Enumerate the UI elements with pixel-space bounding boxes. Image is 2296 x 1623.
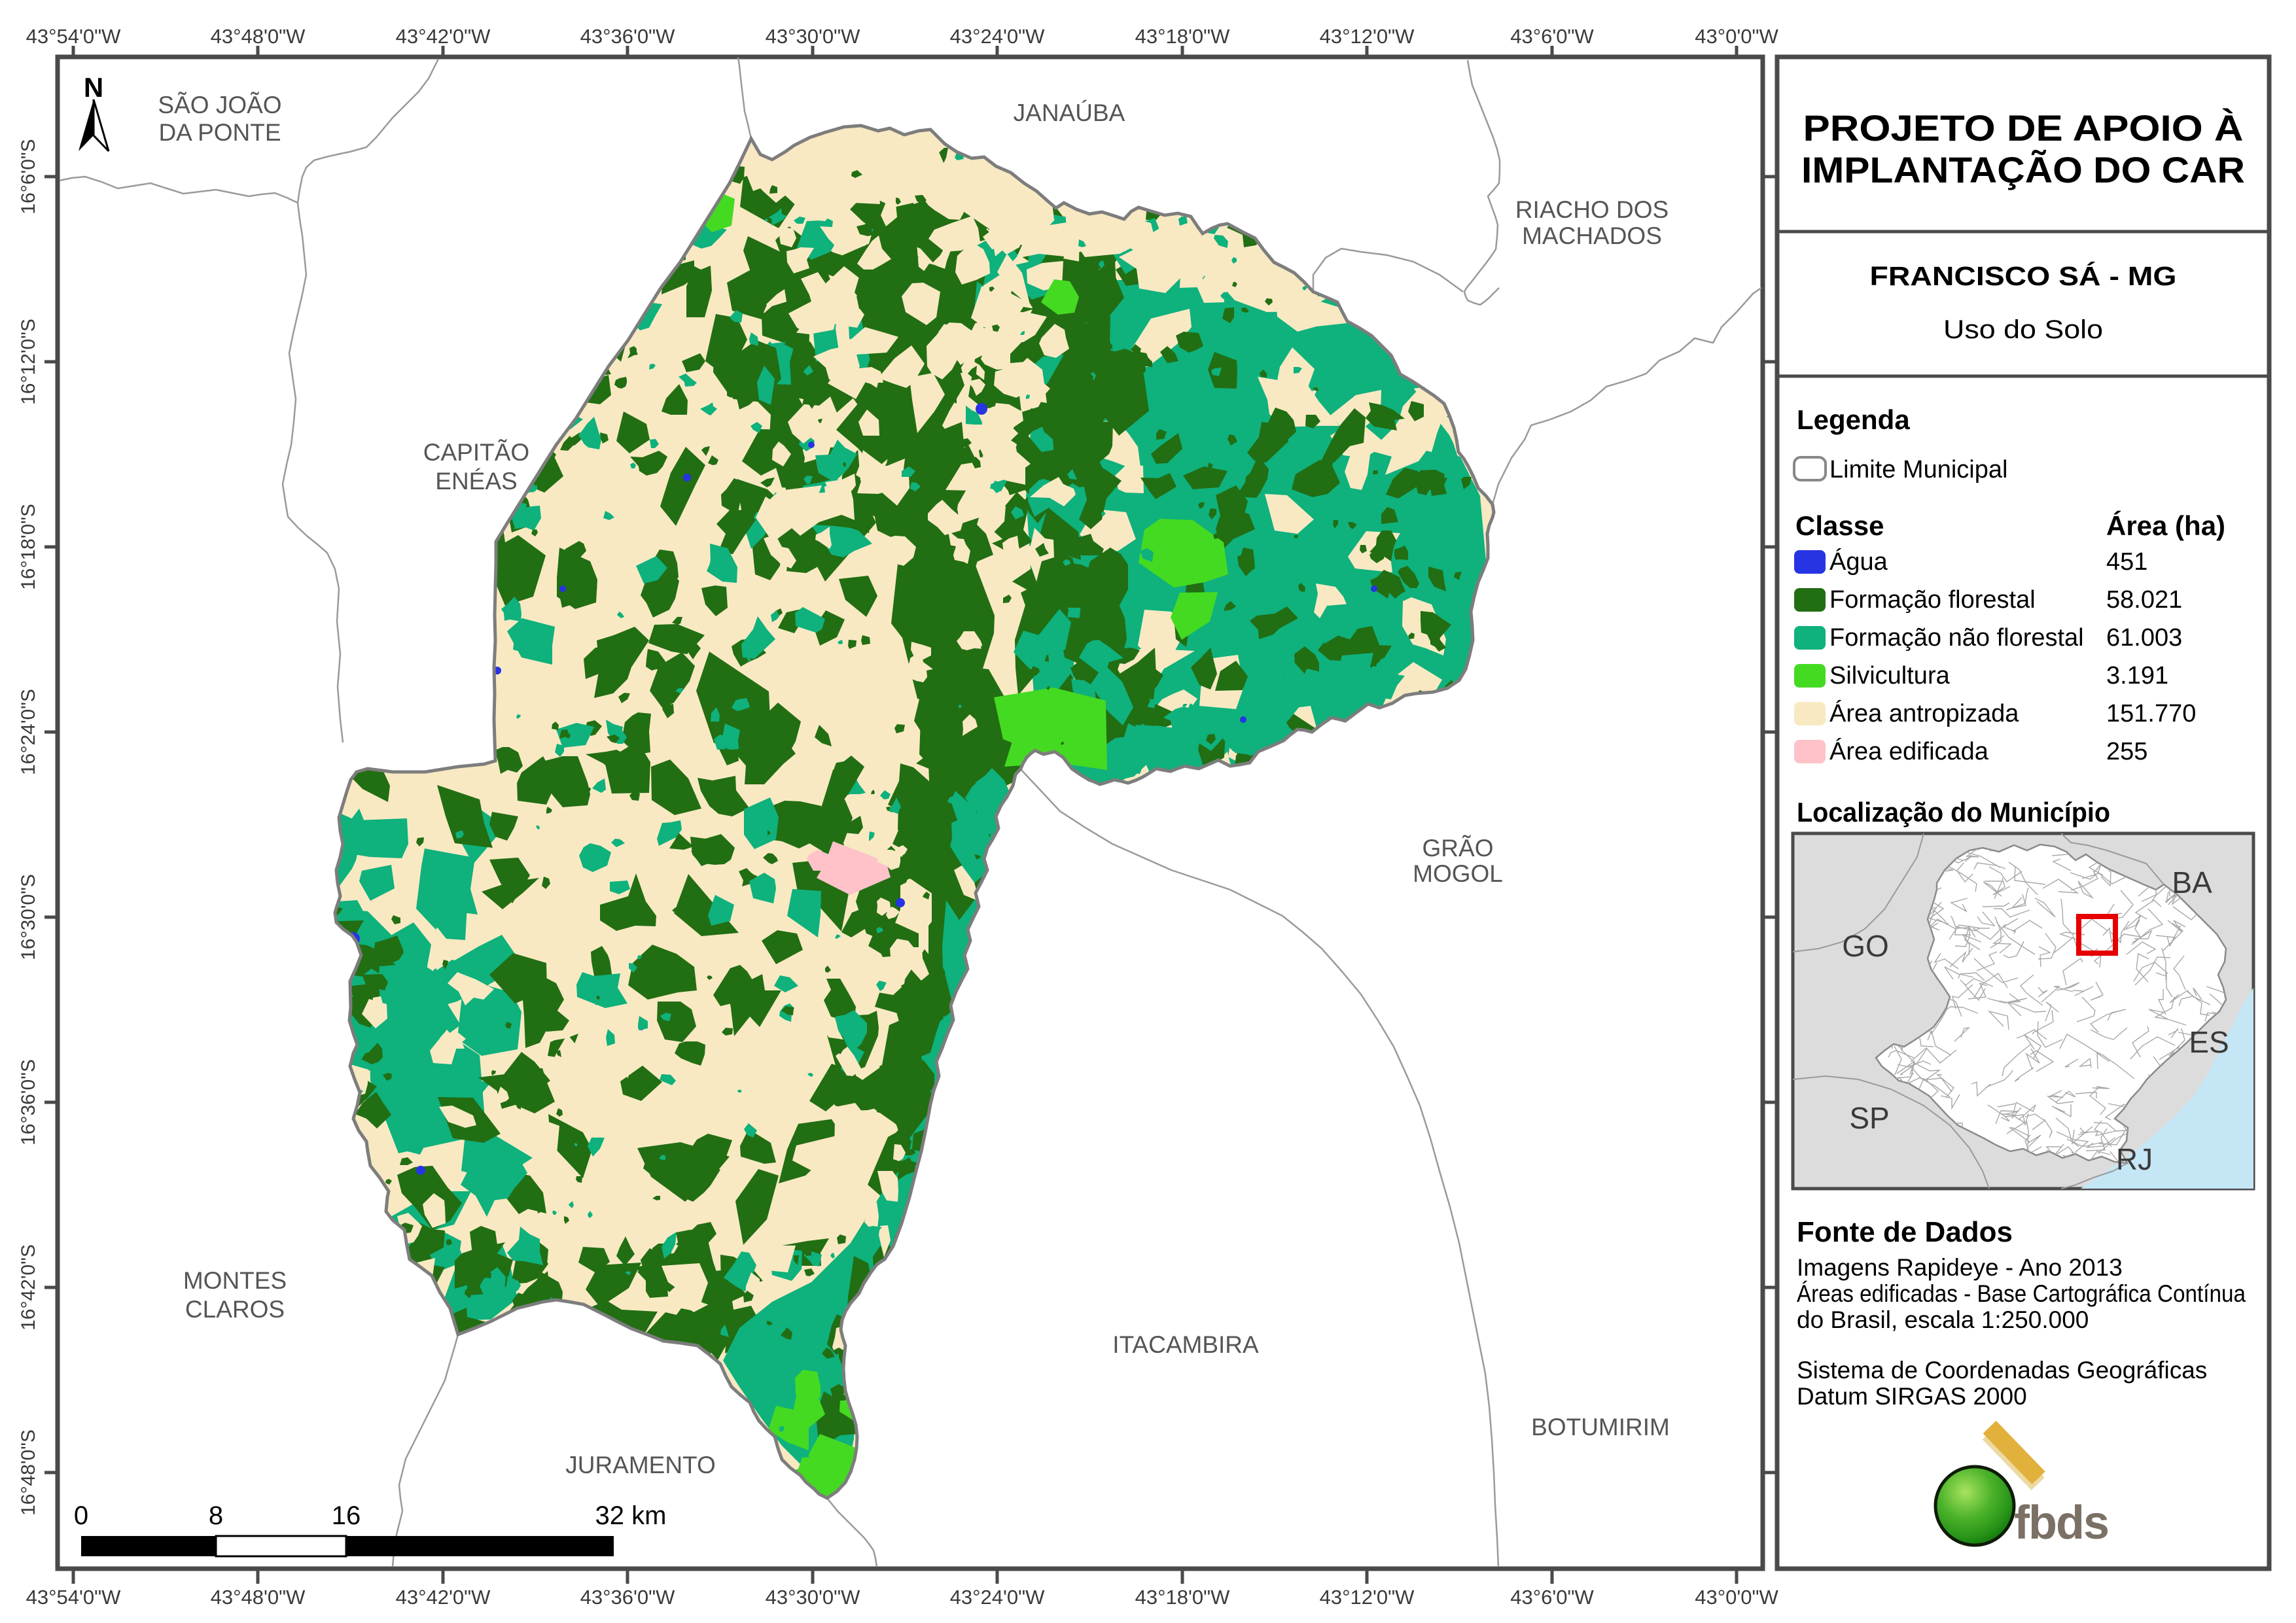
svg-text:SÃO JOÃO: SÃO JOÃO xyxy=(158,92,281,118)
svg-text:43°0'0"W: 43°0'0"W xyxy=(1695,1586,1778,1609)
svg-text:151.770: 151.770 xyxy=(2106,700,2196,727)
svg-text:PROJETO DE APOIO À: PROJETO DE APOIO À xyxy=(1803,107,2244,148)
svg-text:Uso do Solo: Uso do Solo xyxy=(1943,315,2103,344)
svg-text:MACHADOS: MACHADOS xyxy=(1522,222,1662,249)
svg-text:43°24'0"W: 43°24'0"W xyxy=(950,1586,1046,1609)
svg-text:Datum SIRGAS 2000: Datum SIRGAS 2000 xyxy=(1797,1383,2027,1410)
svg-text:BA: BA xyxy=(2172,865,2212,899)
svg-text:43°42'0"W: 43°42'0"W xyxy=(396,1586,491,1609)
svg-text:43°54'0"W: 43°54'0"W xyxy=(26,1586,122,1609)
svg-text:58.021: 58.021 xyxy=(2106,586,2182,614)
svg-text:fbds: fbds xyxy=(2014,1497,2108,1549)
svg-text:Área antropizada: Área antropizada xyxy=(1829,699,2019,727)
svg-text:FRANCISCO SÁ - MG: FRANCISCO SÁ - MG xyxy=(1870,261,2177,291)
svg-text:16: 16 xyxy=(332,1501,361,1530)
svg-text:43°36'0"W: 43°36'0"W xyxy=(580,25,676,48)
svg-text:16°12'0"S: 16°12'0"S xyxy=(18,319,39,405)
svg-text:43°30'0"W: 43°30'0"W xyxy=(766,25,861,48)
svg-text:CLAROS: CLAROS xyxy=(185,1296,285,1323)
svg-text:MOGOL: MOGOL xyxy=(1413,860,1503,887)
svg-text:43°36'0"W: 43°36'0"W xyxy=(580,1586,676,1609)
svg-text:16°18'0"S: 16°18'0"S xyxy=(18,504,39,590)
svg-text:Fonte de Dados: Fonte de Dados xyxy=(1797,1216,2013,1248)
svg-text:0: 0 xyxy=(74,1501,88,1530)
svg-text:Área edificada: Área edificada xyxy=(1829,737,1989,765)
svg-text:Limite Municipal: Limite Municipal xyxy=(1829,456,2007,483)
svg-text:43°54'0"W: 43°54'0"W xyxy=(26,25,122,48)
svg-text:Classe: Classe xyxy=(1795,510,1884,541)
svg-text:43°6'0"W: 43°6'0"W xyxy=(1510,1586,1594,1609)
svg-text:DA PONTE: DA PONTE xyxy=(158,119,281,146)
svg-text:Áreas edificadas - Base Cartog: Áreas edificadas - Base Cartográfica Con… xyxy=(1797,1280,2246,1307)
svg-text:Água: Água xyxy=(1829,548,1888,576)
svg-text:32 km: 32 km xyxy=(595,1501,667,1530)
svg-text:SP: SP xyxy=(1849,1101,1889,1135)
svg-text:451: 451 xyxy=(2106,548,2147,576)
svg-text:43°18'0"W: 43°18'0"W xyxy=(1135,25,1231,48)
svg-text:16°36'0"S: 16°36'0"S xyxy=(18,1059,39,1145)
svg-text:N: N xyxy=(84,72,103,103)
svg-text:IMPLANTAÇÃO DO CAR: IMPLANTAÇÃO DO CAR xyxy=(1801,149,2245,190)
svg-text:61.003: 61.003 xyxy=(2106,624,2182,652)
svg-text:16°24'0"S: 16°24'0"S xyxy=(18,689,39,775)
svg-text:43°12'0"W: 43°12'0"W xyxy=(1320,25,1415,48)
svg-text:Formação não florestal: Formação não florestal xyxy=(1829,624,2084,652)
svg-text:BOTUMIRIM: BOTUMIRIM xyxy=(1531,1414,1670,1440)
svg-text:16°42'0"S: 16°42'0"S xyxy=(18,1244,39,1331)
svg-text:RJ: RJ xyxy=(2116,1142,2153,1176)
svg-text:JANAÚBA: JANAÚBA xyxy=(1014,99,1125,126)
svg-text:GRÃO: GRÃO xyxy=(1422,835,1494,862)
svg-text:43°42'0"W: 43°42'0"W xyxy=(396,25,491,48)
svg-text:Localização do Município: Localização do Município xyxy=(1797,797,2110,828)
svg-text:43°18'0"W: 43°18'0"W xyxy=(1135,1586,1231,1609)
svg-text:Silvicultura: Silvicultura xyxy=(1829,662,1951,689)
svg-text:16°48'0"S: 16°48'0"S xyxy=(18,1429,39,1516)
svg-text:43°12'0"W: 43°12'0"W xyxy=(1320,1586,1415,1609)
svg-text:43°48'0"W: 43°48'0"W xyxy=(211,25,306,48)
svg-text:43°30'0"W: 43°30'0"W xyxy=(766,1586,861,1609)
svg-text:8: 8 xyxy=(209,1501,223,1530)
svg-text:RIACHO DOS: RIACHO DOS xyxy=(1515,196,1669,223)
svg-text:16°6'0"S: 16°6'0"S xyxy=(18,139,39,214)
svg-text:ES: ES xyxy=(2189,1025,2229,1059)
svg-text:16°30'0"S: 16°30'0"S xyxy=(18,874,39,960)
svg-text:Legenda: Legenda xyxy=(1797,404,1910,435)
svg-text:43°6'0"W: 43°6'0"W xyxy=(1510,25,1594,48)
svg-text:CAPITÃO: CAPITÃO xyxy=(423,439,529,466)
svg-text:ENÉAS: ENÉAS xyxy=(435,468,517,495)
svg-text:43°0'0"W: 43°0'0"W xyxy=(1695,25,1778,48)
svg-text:43°48'0"W: 43°48'0"W xyxy=(211,1586,306,1609)
svg-text:do Brasil, escala 1:250.000: do Brasil, escala 1:250.000 xyxy=(1797,1306,2089,1333)
svg-text:Sistema de Coordenadas Geográf: Sistema de Coordenadas Geográficas xyxy=(1797,1357,2207,1384)
svg-text:GO: GO xyxy=(1842,929,1889,963)
svg-text:Área (ha): Área (ha) xyxy=(2106,510,2225,541)
svg-text:JURAMENTO: JURAMENTO xyxy=(565,1452,716,1478)
svg-text:3.191: 3.191 xyxy=(2106,662,2168,689)
svg-text:MONTES: MONTES xyxy=(183,1267,287,1294)
svg-text:255: 255 xyxy=(2106,738,2147,765)
svg-text:43°24'0"W: 43°24'0"W xyxy=(950,25,1046,48)
svg-text:ITACAMBIRA: ITACAMBIRA xyxy=(1112,1331,1259,1358)
svg-text:Formação florestal: Formação florestal xyxy=(1829,586,2036,614)
svg-text:Imagens Rapideye - Ano 2013: Imagens Rapideye - Ano 2013 xyxy=(1797,1254,2123,1281)
